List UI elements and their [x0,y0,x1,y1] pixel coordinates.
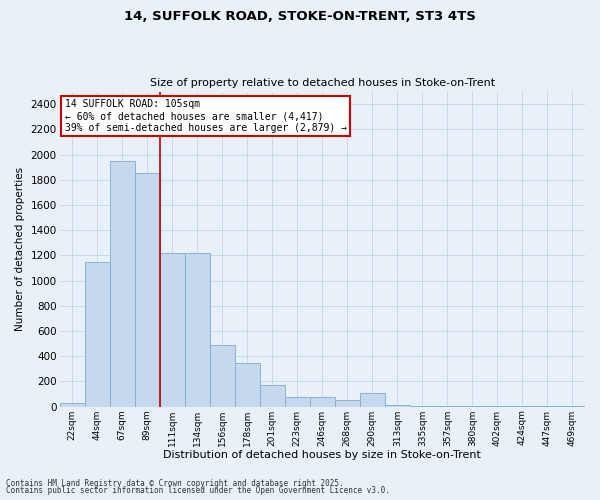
Text: Contains HM Land Registry data © Crown copyright and database right 2025.: Contains HM Land Registry data © Crown c… [6,478,344,488]
Y-axis label: Number of detached properties: Number of detached properties [15,167,25,331]
Bar [235,362,260,406]
Text: 14, SUFFOLK ROAD, STOKE-ON-TRENT, ST3 4TS: 14, SUFFOLK ROAD, STOKE-ON-TRENT, ST3 4T… [124,10,476,23]
Title: Size of property relative to detached houses in Stoke-on-Trent: Size of property relative to detached ho… [150,78,495,88]
Bar [285,397,310,406]
Bar [310,397,335,406]
Bar [160,253,185,406]
Bar [59,403,85,406]
Bar [210,345,235,406]
Bar [335,400,360,406]
X-axis label: Distribution of detached houses by size in Stoke-on-Trent: Distribution of detached houses by size … [163,450,481,460]
Bar [134,174,160,406]
Bar [110,161,134,406]
Bar [85,262,110,406]
Text: 14 SUFFOLK ROAD: 105sqm
← 60% of detached houses are smaller (4,417)
39% of semi: 14 SUFFOLK ROAD: 105sqm ← 60% of detache… [65,100,347,132]
Bar [260,386,285,406]
Text: Contains public sector information licensed under the Open Government Licence v3: Contains public sector information licen… [6,486,390,495]
Bar [360,393,385,406]
Bar [185,253,210,406]
